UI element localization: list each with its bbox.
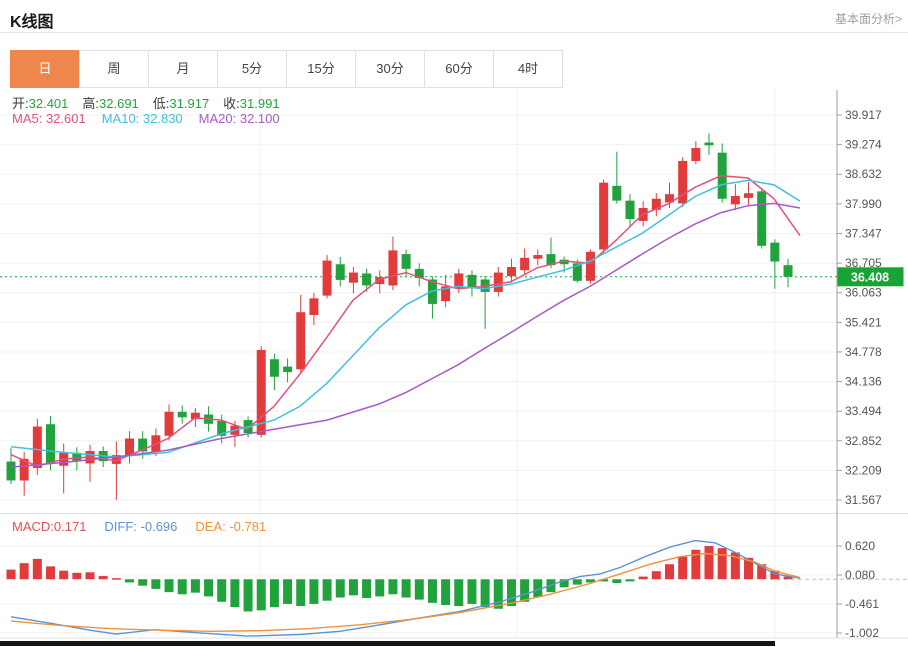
svg-text:36.408: 36.408 <box>851 270 889 284</box>
tab-period-5[interactable]: 30分 <box>355 50 425 88</box>
macd-chart[interactable]: 0.620 0.080 -0.461 -1.002 <box>0 513 908 647</box>
tab-period-3[interactable]: 5分 <box>217 50 287 88</box>
low-label: 低: <box>152 96 170 111</box>
tab-period-0[interactable]: 日 <box>10 50 80 88</box>
svg-text:36.705: 36.705 <box>845 256 882 270</box>
svg-text:38.632: 38.632 <box>845 167 882 181</box>
low-value: 31.917 <box>169 96 210 111</box>
tab-period-1[interactable]: 周 <box>79 50 149 88</box>
ma5-value: MA5: 32.601 <box>12 111 86 126</box>
svg-text:31.567: 31.567 <box>845 493 882 507</box>
diff-value: DIFF: -0.696 <box>104 519 178 534</box>
svg-text:36.063: 36.063 <box>845 286 882 300</box>
svg-text:35.421: 35.421 <box>845 315 882 329</box>
svg-text:37.990: 37.990 <box>845 197 882 211</box>
tab-period-7[interactable]: 4时 <box>493 50 563 88</box>
tab-period-2[interactable]: 月 <box>148 50 218 88</box>
svg-text:34.778: 34.778 <box>845 345 882 359</box>
svg-text:33.494: 33.494 <box>845 404 882 418</box>
tab-period-4[interactable]: 15分 <box>286 50 356 88</box>
svg-text:37.347: 37.347 <box>845 226 882 240</box>
svg-text:0.620: 0.620 <box>845 539 875 553</box>
open-value: 32.401 <box>28 96 69 111</box>
chart-scrollbar[interactable] <box>0 641 775 646</box>
svg-text:39.917: 39.917 <box>845 108 882 122</box>
ma-info: MA5: 32.601 MA10: 32.830 MA20: 32.100 <box>12 111 296 126</box>
svg-text:32.852: 32.852 <box>845 434 882 448</box>
period-tab-bar: 日周月 5分 15分 30分 60分 4时 <box>10 50 563 88</box>
candlestick-chart[interactable]: 39.917 39.274 38.632 37.990 37.347 36.705 36.0… <box>0 88 908 513</box>
svg-text:-1.002: -1.002 <box>845 626 879 640</box>
high-value: 32.691 <box>99 96 139 111</box>
fundamental-analysis-link[interactable]: 基本面分析> <box>834 12 902 26</box>
svg-text:34.136: 34.136 <box>845 375 882 389</box>
high-label: 高: <box>82 96 100 111</box>
open-label: 开: <box>12 96 29 111</box>
header-divider <box>0 32 908 33</box>
tab-period-6[interactable]: 60分 <box>424 50 494 88</box>
macd-value: MACD:0.171 <box>12 519 87 534</box>
macd-info: MACD:0.171 DIFF: -0.696 DEA: -0.781 <box>12 519 284 534</box>
svg-text:-0.461: -0.461 <box>845 597 879 611</box>
dea-value: DEA: -0.781 <box>195 519 267 534</box>
chart-area: 39.917 39.274 38.632 37.990 37.347 36.705 36.0… <box>0 88 908 647</box>
current-price-badge: 36.408 <box>837 267 904 287</box>
svg-text:0.080: 0.080 <box>845 568 875 582</box>
ma20-value: MA20: 32.100 <box>198 111 280 126</box>
close-label: 收: <box>223 96 240 111</box>
page-title: K线图 <box>10 14 54 31</box>
svg-text:32.209: 32.209 <box>845 463 882 477</box>
ma10-value: MA10: 32.830 <box>101 111 183 126</box>
svg-text:39.274: 39.274 <box>845 138 882 152</box>
ohlc-info: 开:32.401 高:32.691 低:31.917 收:31.991 <box>12 93 294 112</box>
close-value: 31.991 <box>239 96 280 111</box>
